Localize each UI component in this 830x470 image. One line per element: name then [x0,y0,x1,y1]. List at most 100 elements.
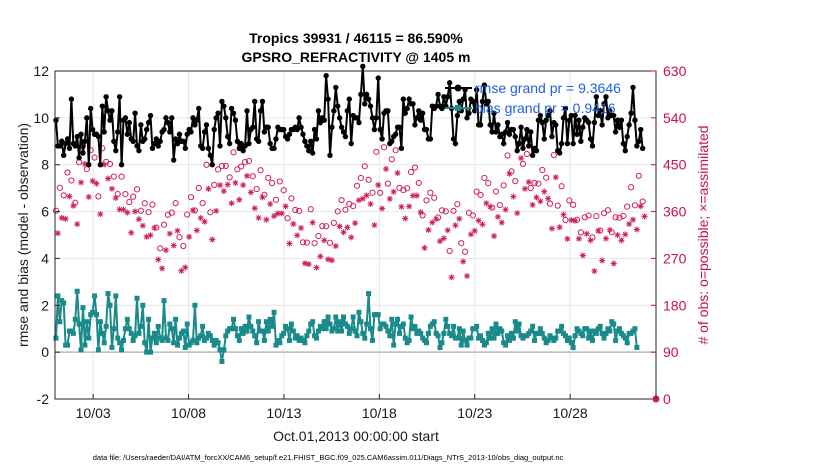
y2-axis-label: # of obs: o=possible; ×=assimilated [695,125,711,344]
rmse-point [518,124,524,130]
y-tick-label: 2 [41,297,49,313]
obs-possible-marker [168,209,175,216]
obs-assimilated-marker [641,213,648,220]
rmse-point [379,136,385,142]
obs-assimilated-marker [421,244,428,251]
obs-assimilated-marker [533,194,540,201]
bias-point [458,342,464,348]
obs-possible-marker [330,219,337,227]
x-tick-label: 10/08 [171,405,206,421]
obs-assimilated-marker [409,192,416,199]
bias-point [103,323,109,329]
rmse-point [512,133,518,140]
legend-bias-label: bias grand pr = 0.9416 [475,100,616,116]
y2-tick-label: 0 [663,391,671,407]
obs-possible-marker [245,157,253,165]
rmse-point [452,140,459,147]
bias-point [460,328,466,334]
obs-assimilated-marker [313,264,320,271]
obs-possible-marker [384,180,391,187]
obs-possible-marker [388,156,395,163]
obs-possible-marker [496,201,503,209]
legend-rmse-marker [454,84,462,92]
bias-point [192,302,198,308]
obs-possible-marker [377,189,384,196]
bias-point [93,312,99,318]
rmse-point [109,108,115,114]
rmse-point [105,108,111,114]
bias-point [495,330,501,336]
rmse-point [574,131,580,137]
obs-assimilated-marker [247,189,254,196]
legend: rmse grand pr = 9.3646 bias grand pr = 0… [445,80,621,116]
rmse-point [335,103,341,109]
bias-point [288,321,294,327]
bias-point [580,333,586,339]
bias-point [92,293,98,299]
obs-assimilated-marker [425,226,432,233]
obs-assimilated-marker [251,205,258,212]
bias-point [418,330,424,336]
bias-point [97,319,103,325]
bias-point [236,337,242,343]
rmse-point [412,122,418,128]
rmse-point [510,126,517,133]
rmse-point [97,162,104,168]
obs-assimilated-marker [448,274,455,281]
rmse-point [203,122,210,128]
bias-point [603,330,609,336]
bias-point [215,340,221,346]
obs-assimilated-marker [336,223,343,230]
obs-possible-marker [56,184,63,191]
bias-point [313,335,319,341]
rmse-point [302,138,308,144]
obs-possible-marker [423,197,430,204]
obs-assimilated-marker [178,267,185,274]
obs-assimilated-marker [583,230,590,237]
bias-point [146,316,152,322]
rmse-point [634,143,640,149]
obs-assimilated-marker [209,236,216,243]
obs-possible-marker [269,179,276,187]
bias-point [487,335,493,341]
bias-point [443,316,449,322]
rmse-point [64,136,71,142]
obs-assimilated-marker [367,200,374,207]
obs-possible-marker [539,166,546,174]
rmse-point [406,96,412,102]
obs-possible-marker [180,242,187,250]
rmse-point [221,103,227,109]
rmse-point [82,138,88,144]
obs-possible-marker [612,214,619,221]
bias-point [514,328,520,334]
rmse-point [385,108,391,114]
rmse-point [570,140,576,147]
bias-point [149,335,155,341]
bias-point [356,309,362,315]
rmse-point [369,115,376,121]
bias-point [173,316,179,322]
obs-possible-marker [473,188,480,195]
obs-possible-marker [292,206,299,214]
bias-point [115,335,121,341]
obs-assimilated-marker [124,209,131,216]
rmse-point [396,124,403,130]
x-tick-label: 10/13 [266,405,301,421]
bias-point [568,340,574,346]
rmse-point [504,119,511,126]
bias-point [348,326,354,332]
rmse-point [620,140,627,147]
rmse-point [252,98,258,105]
rmse-point [265,124,271,130]
obs-assimilated-marker [66,193,73,200]
obs-possible-marker [353,182,361,189]
obs-assimilated-marker [332,243,339,250]
rmse-point [115,129,121,135]
bias-point [113,293,119,299]
obs-possible-marker [199,199,206,207]
obs-assimilated-marker [363,192,370,199]
rmse-point [163,115,169,121]
obs-assimilated-marker [390,188,397,195]
obs-assimilated-marker [151,224,158,231]
obs-possible-marker [481,174,488,181]
